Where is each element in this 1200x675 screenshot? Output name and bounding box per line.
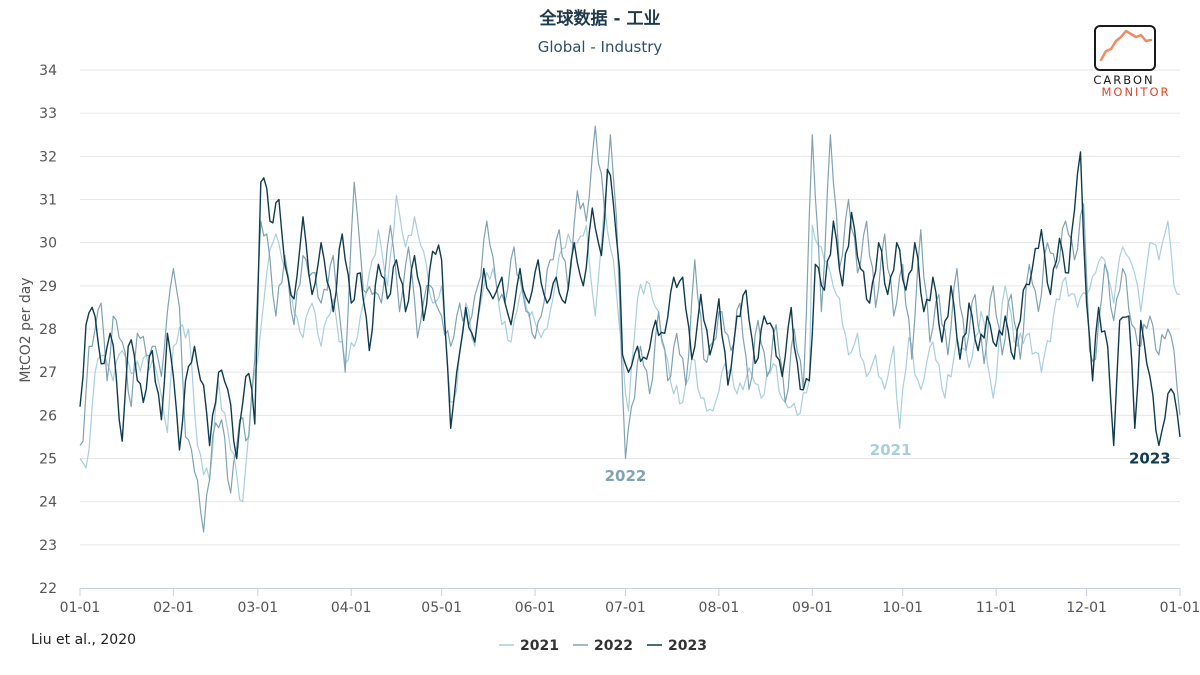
x-tick-label: 04-01 xyxy=(331,600,372,616)
carbon-monitor-logo: CARBON MONITOR xyxy=(1093,25,1170,99)
legend: 2021 2022 2023 xyxy=(499,638,707,654)
legend-label-2022: 2022 xyxy=(594,638,633,654)
x-tick-label: 10-01 xyxy=(882,600,923,616)
y-tick-label: 32 xyxy=(39,149,57,165)
series-lines xyxy=(79,125,1181,533)
x-tick-label: 03-01 xyxy=(237,600,278,616)
y-tick-label: 31 xyxy=(39,193,57,209)
y-tick-label: 22 xyxy=(39,581,57,597)
series-line-2021 xyxy=(79,194,1181,503)
x-tick-label: 12-01 xyxy=(1066,600,1107,616)
grid-lines xyxy=(80,69,1180,546)
x-tick-label: 06-01 xyxy=(515,600,556,616)
chart-title: 全球数据 - 工业 xyxy=(539,8,661,29)
y-tick-label: 30 xyxy=(39,236,57,252)
x-tick-label: 01-01 xyxy=(60,600,101,616)
y-tick-label: 23 xyxy=(39,538,57,554)
y-tick-label: 34 xyxy=(39,63,57,79)
y-axis-label: MtCO2 per day xyxy=(18,277,34,382)
annotation-2022: 2022 xyxy=(605,467,647,485)
y-tick-label: 33 xyxy=(39,106,57,122)
series-line-2022 xyxy=(79,125,1181,533)
x-tick-label: 05-01 xyxy=(421,600,462,616)
legend-item-2022[interactable]: 2022 xyxy=(573,638,633,654)
y-tick-label: 29 xyxy=(39,279,57,295)
series-line-2023 xyxy=(79,151,1181,460)
annotation-2021: 2021 xyxy=(870,441,912,459)
y-tick-label: 24 xyxy=(39,495,57,511)
legend-label-2021: 2021 xyxy=(520,638,559,654)
y-tick-label: 27 xyxy=(39,365,57,381)
x-axis-ticks: 01-01 02-01 03-01 04-01 05-01 06-01 07-01 08-01… xyxy=(60,588,1200,616)
legend-item-2021[interactable]: 2021 xyxy=(499,638,559,654)
y-tick-label: 25 xyxy=(39,452,57,468)
y-tick-label: 26 xyxy=(39,408,57,424)
logo-trend-line xyxy=(1099,29,1153,62)
x-tick-label: 08-01 xyxy=(699,600,740,616)
legend-label-2023: 2023 xyxy=(668,638,707,654)
series-annotations: 2021 2022 2023 xyxy=(605,441,1171,485)
chart-subtitle: Global - Industry xyxy=(538,38,663,56)
x-tick-label: 01-01 xyxy=(1160,600,1200,616)
x-tick-label: 11-01 xyxy=(976,600,1017,616)
logo-text-monitor: MONITOR xyxy=(1101,85,1170,99)
y-tick-label: 28 xyxy=(39,322,57,338)
legend-item-2023[interactable]: 2023 xyxy=(647,638,707,654)
x-tick-label: 07-01 xyxy=(605,600,646,616)
logo-text-carbon: CARBON xyxy=(1093,73,1154,87)
y-axis-ticks: 22 23 24 25 26 27 28 29 30 31 32 33 34 xyxy=(39,63,57,597)
annotation-2023: 2023 xyxy=(1129,450,1171,468)
x-tick-label: 02-01 xyxy=(153,600,194,616)
x-tick-label: 09-01 xyxy=(792,600,833,616)
credit-text: Liu et al., 2020 xyxy=(31,632,136,648)
logo-frame xyxy=(1094,25,1156,71)
